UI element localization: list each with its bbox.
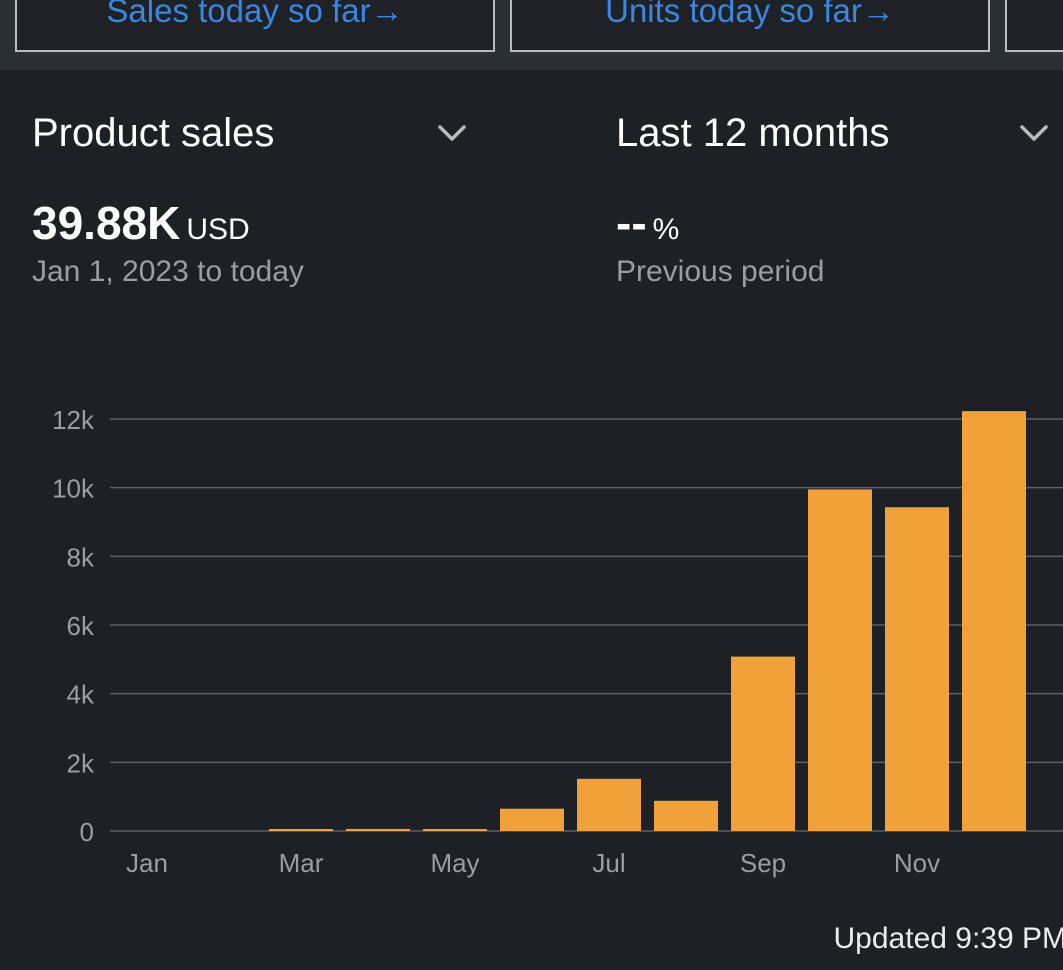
period-dropdown-label: Last 12 months	[616, 110, 890, 155]
y-tick-label: 2k	[67, 748, 95, 778]
bar-sep	[731, 656, 795, 831]
total-sales-unit: USD	[186, 213, 250, 246]
bar-dec	[962, 411, 1026, 831]
x-tick-label: May	[430, 848, 479, 878]
metric-dropdown[interactable]: Product sales	[32, 105, 472, 161]
bar-aug	[654, 800, 718, 831]
units-today-card[interactable]: Units today so far→	[510, 0, 990, 52]
y-tick-label: 12k	[52, 405, 95, 435]
bar-mar	[269, 829, 333, 831]
y-tick-label: 0	[80, 817, 94, 847]
arrow-right-icon: →	[861, 0, 895, 29]
sales-bar-chart: 02k4k6k8k10k12kJanMarMayJulSepNovJ	[52, 405, 1063, 878]
y-tick-label: 6k	[67, 611, 95, 641]
x-tick-label: Jan	[126, 848, 168, 878]
sales-today-link[interactable]: Sales today so far→	[106, 0, 403, 27]
bar-may	[423, 829, 487, 831]
y-tick-label: 10k	[52, 474, 95, 504]
change-label: Previous period	[616, 255, 825, 288]
x-tick-label: Nov	[894, 848, 940, 878]
x-tick-label: Sep	[740, 848, 786, 878]
bar-apr	[346, 828, 410, 831]
change-value: --%	[616, 196, 679, 250]
chevron-down-icon	[1020, 125, 1048, 141]
bar-nov	[885, 507, 949, 831]
sales-today-card[interactable]: Sales today so far→	[15, 0, 495, 52]
x-tick-label: Jul	[592, 848, 625, 878]
total-sales-value: 39.88K USD	[32, 196, 250, 250]
total-sales-range: Jan 1, 2023 to today	[32, 255, 304, 288]
updated-timestamp: Updated 9:39 PM	[833, 922, 1063, 955]
bar-jul	[577, 778, 641, 831]
y-tick-label: 4k	[67, 680, 95, 710]
change-unit: %	[652, 213, 680, 246]
bar-oct	[808, 489, 872, 831]
next-card[interactable]	[1005, 0, 1063, 52]
x-tick-label: Mar	[279, 848, 324, 878]
chevron-down-icon	[438, 125, 466, 141]
change-number: --	[616, 197, 647, 249]
y-tick-label: 8k	[67, 542, 95, 572]
bar-jun	[500, 808, 564, 831]
units-today-label: Units today so far	[605, 0, 862, 29]
metric-dropdown-label: Product sales	[32, 110, 275, 155]
total-sales-number: 39.88K	[32, 197, 181, 249]
summary-cards-strip: Sales today so far→ Units today so far→	[0, 0, 1063, 70]
sales-today-label: Sales today so far	[106, 0, 371, 29]
arrow-right-icon: →	[370, 0, 404, 29]
units-today-link[interactable]: Units today so far→	[605, 0, 895, 27]
period-dropdown[interactable]: Last 12 months	[616, 105, 1063, 161]
